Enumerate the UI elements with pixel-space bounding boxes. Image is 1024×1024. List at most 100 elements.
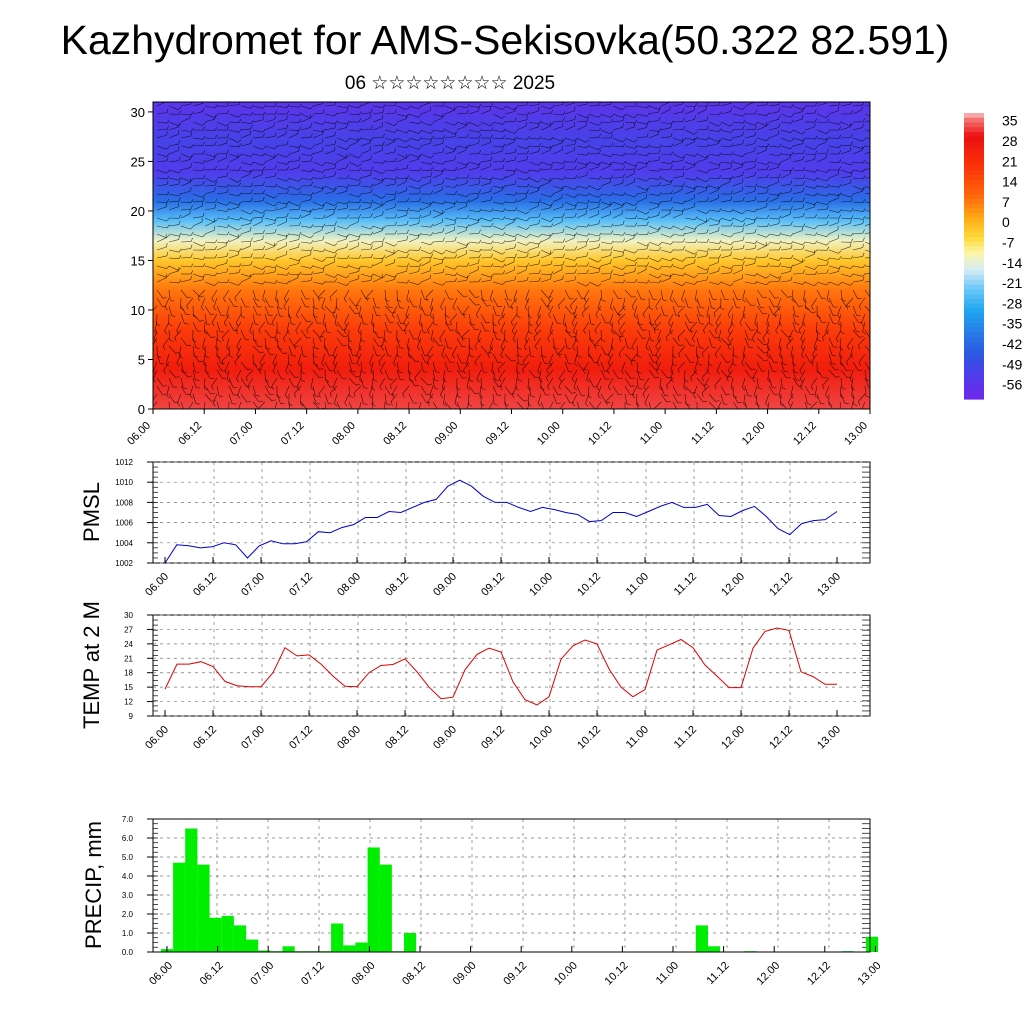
wind-barb xyxy=(814,337,818,348)
wind-barb-flag xyxy=(811,306,814,310)
wind-barb-flag xyxy=(568,371,573,373)
wind-barb xyxy=(156,134,167,139)
wind-barb xyxy=(564,237,575,243)
wind-barb xyxy=(684,119,695,123)
wind-barb-flag xyxy=(272,370,276,375)
wind-barb xyxy=(516,249,527,254)
wind-barb xyxy=(226,305,230,316)
wind-barb xyxy=(156,160,167,163)
wind-barb-flag xyxy=(682,238,686,243)
wind-barb xyxy=(768,223,779,227)
wind-barb xyxy=(528,216,539,219)
wind-barb xyxy=(408,237,419,243)
wind-barb-flag xyxy=(250,182,254,187)
wind-barb-flag xyxy=(754,255,758,260)
wind-barb-flag xyxy=(478,248,482,253)
wind-barb xyxy=(372,225,383,230)
wind-barb-flag xyxy=(346,174,350,179)
wind-barb-flag xyxy=(187,344,192,347)
wind-barb-flag xyxy=(694,176,698,181)
wind-barb-flag xyxy=(418,179,422,183)
wind-barb xyxy=(840,233,851,237)
wind-barb-flag xyxy=(655,362,659,367)
wind-barb-flag xyxy=(202,246,206,251)
wind-barb-flag xyxy=(250,139,252,144)
wind-barb-flag xyxy=(778,219,780,224)
wind-barb-flag xyxy=(657,275,662,279)
wind-barb xyxy=(384,289,387,301)
wind-barb-flag xyxy=(164,330,168,335)
wind-barb-flag xyxy=(634,119,638,124)
wind-barb-flag xyxy=(766,173,769,178)
wind-barb-flag xyxy=(326,412,330,414)
wind-barb-flag xyxy=(478,139,480,144)
wind-barb xyxy=(252,221,263,227)
wind-barb-flag xyxy=(682,138,686,142)
wind-barb xyxy=(365,289,374,298)
wind-barb xyxy=(204,113,215,118)
wind-barb-flag xyxy=(214,239,218,244)
wind-barb-flag xyxy=(370,183,374,188)
wind-barb xyxy=(524,297,530,308)
wind-barb-flag xyxy=(291,355,296,357)
wind-barb xyxy=(156,225,167,229)
wind-barb xyxy=(492,121,503,125)
wind-barb-flag xyxy=(530,355,535,358)
wind-barb xyxy=(617,313,626,322)
wind-barb xyxy=(252,265,263,270)
wind-barb-flag xyxy=(726,361,731,363)
wind-barb-flag xyxy=(394,129,398,133)
wind-barb-flag xyxy=(370,231,374,236)
wind-barb xyxy=(408,223,419,227)
wind-barb xyxy=(665,329,674,338)
wind-barb xyxy=(456,136,468,139)
wind-barb-flag xyxy=(646,243,650,247)
wind-barb xyxy=(432,241,444,243)
wind-barb-flag xyxy=(454,131,458,135)
wind-barb-flag xyxy=(730,251,732,256)
wind-barb xyxy=(780,173,791,179)
wind-barb xyxy=(552,248,564,251)
wind-barb-flag xyxy=(754,272,758,277)
wind-barb xyxy=(264,281,275,284)
wind-barb xyxy=(240,217,251,222)
wind-barb xyxy=(852,104,863,107)
wind-barb xyxy=(300,280,311,283)
wind-barb-flag xyxy=(406,299,410,303)
wind-barb xyxy=(492,281,503,285)
wind-barb xyxy=(348,105,359,109)
wind-barb-flag xyxy=(274,228,277,233)
wind-barb-flag xyxy=(778,191,782,196)
wind-barb-flag xyxy=(427,330,430,334)
wind-barb xyxy=(216,209,227,212)
wind-barb-flag xyxy=(838,183,842,188)
wind-barb xyxy=(240,245,251,251)
wind-barb xyxy=(540,249,551,255)
wind-barb xyxy=(468,183,479,187)
wind-barb xyxy=(335,297,338,309)
wind-barb-flag xyxy=(310,146,314,150)
wind-barb xyxy=(618,305,626,314)
wind-barb-flag xyxy=(633,315,638,319)
wind-barb xyxy=(852,361,859,371)
wind-barb xyxy=(287,305,290,317)
wind-barb xyxy=(252,145,263,150)
wind-barb xyxy=(468,209,479,213)
wind-barb xyxy=(588,257,599,263)
wind-barb-flag xyxy=(214,282,218,287)
wind-barb xyxy=(708,329,716,339)
wind-barb-flag xyxy=(382,108,385,113)
wind-barb-flag xyxy=(682,165,685,170)
wind-barb-flag xyxy=(586,262,590,267)
wind-barb-flag xyxy=(706,197,709,202)
wind-barb xyxy=(858,297,866,307)
wind-barb xyxy=(372,144,384,147)
wind-barb xyxy=(537,305,542,316)
wind-barb xyxy=(452,297,458,308)
wind-barb xyxy=(288,177,299,182)
wind-barb xyxy=(612,120,623,123)
wind-barb xyxy=(324,209,336,211)
wind-barb-flag xyxy=(419,307,423,311)
wind-barb-flag xyxy=(801,131,806,135)
wind-barb xyxy=(192,103,203,107)
